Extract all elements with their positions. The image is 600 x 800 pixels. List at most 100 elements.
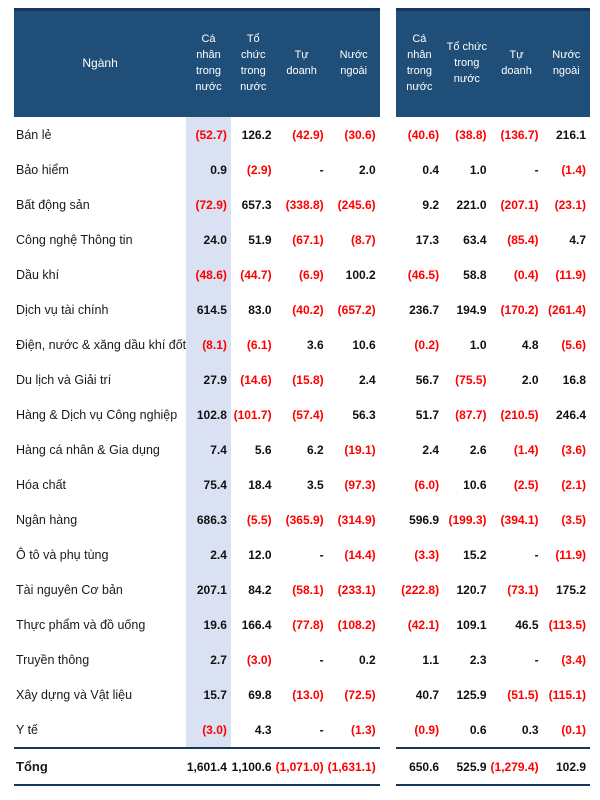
table-row: 1.1 2.3 - (3.4) bbox=[396, 642, 590, 677]
sector-cell: Dầu khí bbox=[16, 267, 60, 282]
value-cell: - bbox=[319, 652, 324, 667]
value-cell: (2.9) bbox=[246, 162, 272, 177]
value-cell: (657.2) bbox=[337, 302, 376, 317]
value-cell: 4.7 bbox=[569, 232, 586, 247]
value-cell: 5.6 bbox=[254, 442, 272, 457]
table-row: 40.7 125.9 (51.5) (115.1) bbox=[396, 677, 590, 712]
value-cell: 614.5 bbox=[186, 292, 231, 327]
sector-cell: Bảo hiểm bbox=[16, 162, 69, 177]
sector-cell: Truyền thông bbox=[16, 652, 90, 667]
value-cell: (48.6) bbox=[186, 257, 231, 292]
value-cell: 2.0 bbox=[521, 372, 539, 387]
value-cell: (72.9) bbox=[186, 187, 231, 222]
header-row: Cá nhân trong nước Tổ chức trong nước Tự… bbox=[395, 9, 590, 117]
value-cell: 2.4 bbox=[186, 537, 231, 572]
value-cell: (6.0) bbox=[414, 477, 440, 492]
table-row: 51.7 (87.7) (210.5) 246.4 bbox=[396, 397, 590, 432]
value-cell: (8.1) bbox=[186, 327, 231, 362]
value-cell: - bbox=[534, 547, 539, 562]
value-cell: (199.3) bbox=[448, 512, 487, 527]
value-cell: 46.5 bbox=[515, 617, 539, 632]
value-cell: (6.9) bbox=[298, 267, 324, 282]
value-cell: (1,071.0) bbox=[275, 747, 328, 786]
value-cell: 0.9 bbox=[186, 152, 231, 187]
left-table-header: Ngành Cá nhân trong nước Tổ chức trong n… bbox=[14, 9, 380, 117]
table-row: 596.9 (199.3) (394.1) (3.5) bbox=[396, 502, 590, 537]
value-cell: 1,601.4 bbox=[186, 747, 231, 786]
sector-cell: Du lịch và Giải trí bbox=[16, 372, 112, 387]
value-cell: 7.4 bbox=[186, 432, 231, 467]
value-cell: 207.1 bbox=[186, 572, 231, 607]
value-cell: (30.6) bbox=[344, 127, 376, 142]
value-cell: 236.7 bbox=[409, 302, 440, 317]
value-cell: (40.2) bbox=[292, 302, 324, 317]
table-row: (0.2) 1.0 4.8 (5.6) bbox=[396, 327, 590, 362]
value-cell: 175.2 bbox=[555, 582, 586, 597]
table-row: (3.3) 15.2 - (11.9) bbox=[396, 537, 590, 572]
value-cell: 4.8 bbox=[521, 337, 539, 352]
value-cell: (394.1) bbox=[500, 512, 539, 527]
table-row: (222.8) 120.7 (73.1) 175.2 bbox=[396, 572, 590, 607]
value-cell: - bbox=[534, 652, 539, 667]
value-cell: (170.2) bbox=[500, 302, 539, 317]
table-row: Dầu khí (48.6) (44.7) (6.9) 100.2 bbox=[14, 257, 380, 292]
value-cell: 10.6 bbox=[463, 477, 487, 492]
value-cell: (8.7) bbox=[351, 232, 376, 247]
value-cell: (23.1) bbox=[554, 197, 586, 212]
value-cell: (261.4) bbox=[547, 302, 586, 317]
value-cell: 27.9 bbox=[186, 362, 231, 397]
value-cell: (3.5) bbox=[561, 512, 586, 527]
table-row: Y tế (3.0) 4.3 - (1.3) bbox=[14, 712, 380, 748]
value-cell: (14.6) bbox=[240, 372, 272, 387]
value-cell: 9.2 bbox=[422, 197, 440, 212]
sector-column-header: Ngành bbox=[14, 9, 187, 117]
value-cell: (108.2) bbox=[337, 617, 376, 632]
table-row: 17.3 63.4 (85.4) 4.7 bbox=[396, 222, 590, 257]
sector-cell: Thực phẩm và đồ uống bbox=[16, 617, 146, 632]
value-cell: 0.6 bbox=[469, 722, 487, 737]
column-header-foreign: Nước ngoài bbox=[542, 9, 590, 117]
value-cell: (51.5) bbox=[507, 687, 539, 702]
value-cell: (67.1) bbox=[292, 232, 324, 247]
value-cell: - bbox=[319, 722, 324, 737]
value-cell: (38.8) bbox=[455, 127, 487, 142]
value-cell: (2.1) bbox=[561, 477, 586, 492]
value-cell: 15.2 bbox=[463, 547, 487, 562]
value-cell: (2.5) bbox=[513, 477, 539, 492]
value-cell: (77.8) bbox=[292, 617, 324, 632]
sector-cell: Bất động sản bbox=[16, 197, 90, 212]
value-cell: 102.9 bbox=[542, 747, 590, 786]
value-cell: 596.9 bbox=[409, 512, 440, 527]
table-row: (0.9) 0.6 0.3 (0.1) bbox=[396, 712, 590, 748]
value-cell: (0.1) bbox=[561, 722, 586, 737]
value-cell: (52.7) bbox=[186, 117, 231, 152]
value-cell: 4.3 bbox=[254, 722, 272, 737]
value-cell: (3.3) bbox=[414, 547, 440, 562]
column-header-individual-domestic: Cá nhân trong nước bbox=[395, 9, 444, 117]
value-cell: (0.4) bbox=[513, 267, 539, 282]
value-cell: 83.0 bbox=[248, 302, 272, 317]
table-row: Bất động sản (72.9) 657.3 (338.8) (245.6) bbox=[14, 187, 380, 222]
value-cell: (338.8) bbox=[285, 197, 324, 212]
value-cell: 6.2 bbox=[306, 442, 324, 457]
table-row: Bán lẻ (52.7) 126.2 (42.9) (30.6) bbox=[14, 117, 380, 152]
left-table: Ngành Cá nhân trong nước Tổ chức trong n… bbox=[14, 8, 380, 786]
value-cell: (3.4) bbox=[561, 652, 586, 667]
value-cell: (115.1) bbox=[548, 687, 586, 702]
sector-cell: Bán lẻ bbox=[16, 127, 52, 142]
table-row: 0.4 1.0 - (1.4) bbox=[396, 152, 590, 187]
value-cell: (75.5) bbox=[455, 372, 487, 387]
value-cell: (5.5) bbox=[246, 512, 272, 527]
value-cell: (3.0) bbox=[186, 712, 231, 748]
value-cell: 63.4 bbox=[463, 232, 487, 247]
value-cell: (85.4) bbox=[507, 232, 539, 247]
value-cell: 686.3 bbox=[186, 502, 231, 537]
table-row: 9.2 221.0 (207.1) (23.1) bbox=[396, 187, 590, 222]
value-cell: 0.3 bbox=[521, 722, 539, 737]
sector-cell: Điện, nước & xăng dầu khí đốt bbox=[16, 337, 187, 352]
value-cell: (245.6) bbox=[337, 197, 376, 212]
value-cell: 194.9 bbox=[456, 302, 487, 317]
value-cell: 58.8 bbox=[463, 267, 487, 282]
value-cell: (40.6) bbox=[407, 127, 440, 142]
total-label: Tổng bbox=[14, 747, 187, 786]
